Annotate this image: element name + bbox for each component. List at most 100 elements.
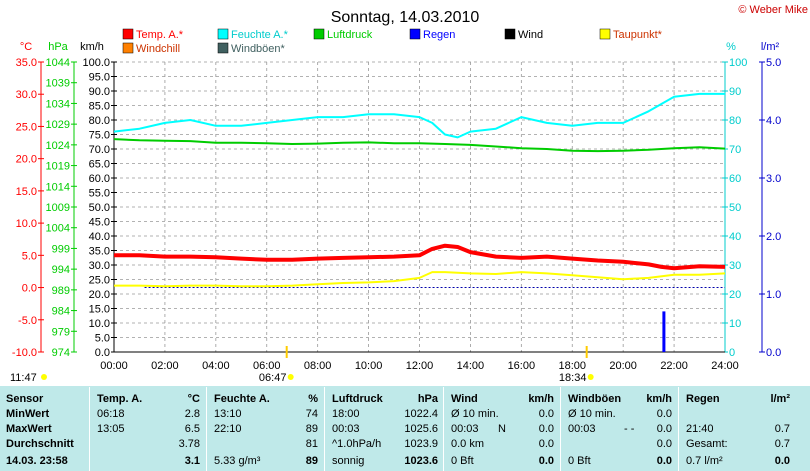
row-label: 14.03. 23:58 <box>6 455 68 467</box>
humidity-tick-label: 0 <box>729 347 735 359</box>
wind-tick-label: 40.0 <box>89 231 110 243</box>
wind-tick-label: 80.0 <box>89 115 110 127</box>
col-divider <box>678 387 679 471</box>
legend-label: Wind <box>518 29 543 41</box>
humidity-value: 74 <box>305 408 318 420</box>
pressure-tick-label: 1034 <box>46 98 70 110</box>
humidity-tick-label: 70 <box>729 144 741 156</box>
rain-tick-label: 0.0 <box>766 347 781 359</box>
header-gust-unit: km/h <box>646 393 672 405</box>
series-line-temp <box>114 271 726 288</box>
pressure-tick-label: 1029 <box>46 119 70 131</box>
temp-tick-label: 0.0 <box>22 283 37 295</box>
header-wind: Wind <box>451 393 478 405</box>
grid <box>113 61 726 353</box>
wind-desc: 00:03 <box>451 423 479 435</box>
wind-value: 0.0 <box>538 408 554 420</box>
rain-tick-label: 3.0 <box>766 173 781 185</box>
gust-direction: - - <box>624 423 635 435</box>
x-tick-label: 06:00 <box>253 360 281 372</box>
rain-tick-label: 1.0 <box>766 289 781 301</box>
rain-desc: Gesamt: <box>686 438 728 450</box>
pressure-tick-label: 989 <box>52 285 70 297</box>
legend-swatch <box>599 28 611 40</box>
wind-desc: Ø 10 min. <box>451 408 499 420</box>
series-line-humidity <box>113 92 725 139</box>
pressure-tick-label: 979 <box>52 326 70 338</box>
temp-tick-label: 20.0 <box>16 154 37 166</box>
rain-tick-label: 4.0 <box>766 115 781 127</box>
temp-value: 6.5 <box>184 423 200 435</box>
wind-desc: 0.0 km <box>451 438 485 450</box>
pressure-value: 1025.6 <box>404 423 438 435</box>
humidity-time: 13:10 <box>214 408 242 420</box>
col-divider <box>206 387 207 471</box>
x-tick-label: 08:00 <box>304 360 332 372</box>
legend-label: Windchill <box>136 43 180 55</box>
gust-desc: 0 Bft <box>568 455 591 467</box>
corner-time: 11:47 <box>10 372 37 384</box>
temp-tick-label: 30.0 <box>16 89 37 101</box>
rain-value: 0.0 <box>774 455 790 467</box>
header-gust: Windböen <box>568 393 622 405</box>
gust-value: 0.0 <box>656 408 672 420</box>
x-tick-label: 10:00 <box>355 360 383 372</box>
rain-bar <box>662 311 666 352</box>
pressure-tick-label: 1024 <box>46 140 70 152</box>
wind-tick-label: 95.0 <box>89 72 110 84</box>
temp-time: 06:18 <box>97 408 125 420</box>
humidity-tick-label: 100 <box>729 57 747 69</box>
gust-value: 0.0 <box>656 455 672 467</box>
sun-markers: 06:47 18:34 11:47 <box>10 346 594 384</box>
legend-swatch <box>217 28 229 40</box>
row-label: MinWert <box>6 408 50 420</box>
sun-icon <box>587 374 594 380</box>
wind-tick-label: 25.0 <box>89 275 110 287</box>
temp-tick-label: -5.0 <box>18 315 37 327</box>
pressure-value: 1023.6 <box>404 455 438 467</box>
gust-value: 0.0 <box>656 438 672 450</box>
series-line-temp <box>114 243 726 271</box>
gust-value: 0.0 <box>656 423 672 435</box>
wind-tick-label: 30.0 <box>89 260 110 272</box>
wind-tick-label: 90.0 <box>89 86 110 98</box>
humidity-tick-label: 80 <box>729 115 741 127</box>
humidity-tick-label: 90 <box>729 86 741 98</box>
temp-axis-unit: °C <box>20 41 32 53</box>
pressure-time: ^1.0hPa/h <box>332 438 382 450</box>
x-tick-label: 04:00 <box>202 360 230 372</box>
rain-tick-label: 5.0 <box>766 57 781 69</box>
header-pressure-unit: hPa <box>417 393 438 405</box>
series-line-pressure <box>113 138 726 153</box>
legend-label: Windböen* <box>231 43 286 55</box>
pressure-axis-unit: hPa <box>48 41 68 53</box>
humidity-tick-label: 40 <box>729 231 741 243</box>
legend: Temp. A.* Feuchte A.* Luftdruck Regen Wind Ta… <box>122 28 663 55</box>
pressure-time: 18:00 <box>332 408 360 420</box>
col-divider <box>443 387 444 471</box>
temp-tick-label: 25.0 <box>16 121 37 133</box>
gust-desc: Ø 10 min. <box>568 408 616 420</box>
wind-tick-label: 70.0 <box>89 144 110 156</box>
temp-tick-label: 10.0 <box>16 218 37 230</box>
temp-tick-label: -10.0 <box>12 347 37 359</box>
rain-tick-label: 2.0 <box>766 231 781 243</box>
pressure-tick-label: 1019 <box>46 161 70 173</box>
temp-time: 13:05 <box>97 423 125 435</box>
legend-label: Taupunkt* <box>613 29 663 41</box>
humidity-time: 5.33 g/m³ <box>214 455 261 467</box>
rain-value: 0.7 <box>774 438 790 450</box>
legend-label: Luftdruck <box>327 29 373 41</box>
legend-swatch <box>217 42 229 54</box>
humidity-time: 22:10 <box>214 423 242 435</box>
pressure-value: 1022.4 <box>404 408 438 420</box>
temp-tick-label: 15.0 <box>16 186 37 198</box>
x-tick-labels: 00:00 02:00 04:00 06:00 08:00 10:00 12:00 14:00… <box>100 360 739 372</box>
legend-swatch <box>409 28 421 40</box>
wind-tick-label: 55.0 <box>89 188 110 200</box>
legend-label: Regen <box>423 29 455 41</box>
pressure-tick-label: 974 <box>52 347 70 359</box>
x-tick-label: 18:00 <box>558 360 586 372</box>
header-humidity: Feuchte A. <box>214 393 270 405</box>
row-label: Durchschnitt <box>6 438 74 450</box>
